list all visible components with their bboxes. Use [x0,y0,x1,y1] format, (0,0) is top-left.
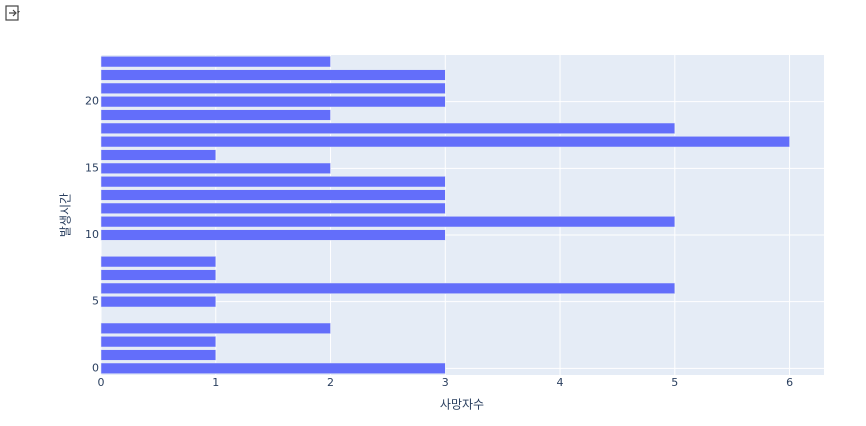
bar [100,122,676,134]
x-tick-label: 0 [98,376,105,389]
bar [100,189,446,201]
y-tick-label: 0 [92,361,99,374]
bar [100,56,331,68]
bar [100,162,331,174]
plot-area [101,55,824,375]
bar [100,362,446,374]
bar [100,269,217,281]
bar [100,149,217,161]
x-axis-title: 사망자수 [440,398,484,412]
toolbar-icon[interactable] [5,5,20,21]
bar [100,136,790,148]
bar [100,296,217,308]
x-tick-label: 1 [212,376,219,389]
y-tick-label: 15 [85,161,99,174]
x-tick-label: 6 [786,376,793,389]
bar [100,109,331,121]
x-tick-label: 2 [327,376,334,389]
bar [100,176,446,188]
y-tick-label: 10 [85,228,99,241]
x-tick-label: 5 [671,376,678,389]
bar [100,336,217,348]
bar [100,229,446,241]
bar [100,322,331,334]
x-tick-label: 3 [442,376,449,389]
y-tick-label: 5 [92,295,99,308]
bar [100,202,446,214]
bar [100,216,676,228]
bar [100,69,446,81]
bar [100,256,217,268]
bar [100,82,446,94]
x-tick-label: 4 [557,376,564,389]
bar [100,96,446,108]
bar [100,282,676,294]
y-axis-title: 발생시간 [59,193,73,237]
bar [100,349,217,361]
y-tick-label: 20 [85,95,99,108]
